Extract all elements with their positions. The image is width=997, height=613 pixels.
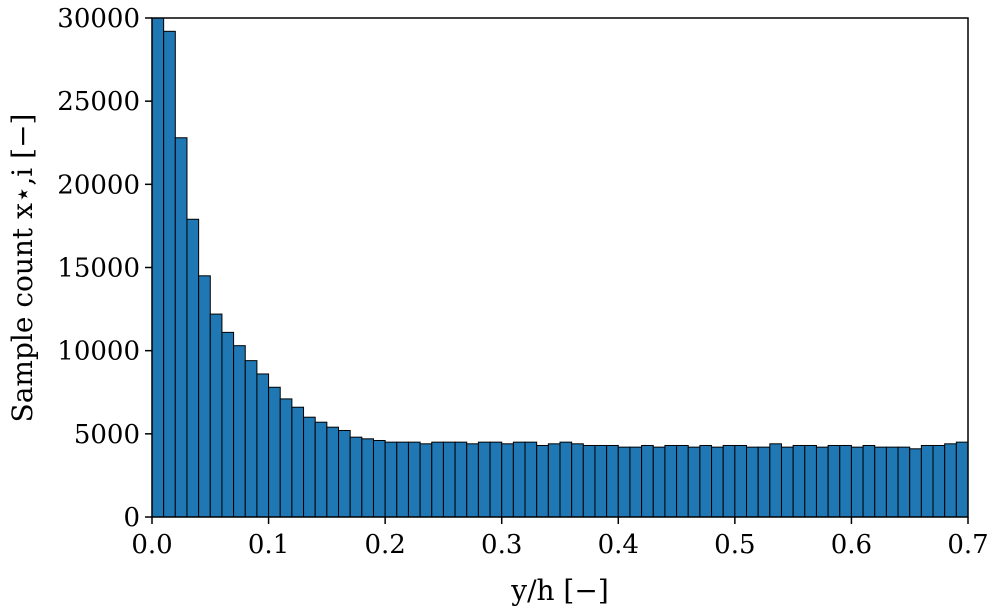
histogram-bar <box>699 444 713 518</box>
histogram-bar <box>734 444 748 518</box>
histogram-bar <box>349 436 363 518</box>
histogram-bar <box>559 441 573 518</box>
histogram-bar <box>396 441 409 518</box>
x-tick-label: 0.6 <box>831 530 872 560</box>
histogram-bar <box>221 331 235 518</box>
histogram-bar <box>338 430 351 518</box>
histogram-bar <box>466 443 479 518</box>
histogram-bar <box>839 444 852 518</box>
histogram-bar <box>815 446 829 518</box>
histogram-bar <box>944 443 957 518</box>
x-tick-label: 0.2 <box>364 530 405 560</box>
histogram-bar <box>594 444 608 518</box>
histogram-bar <box>431 441 444 518</box>
histogram-bar <box>407 441 421 518</box>
histogram-bar <box>489 441 503 518</box>
histogram-bar <box>384 441 398 518</box>
y-tick-label: 5000 <box>74 420 140 450</box>
histogram-bar <box>827 444 841 518</box>
histogram-bar <box>711 446 724 518</box>
histogram-bar <box>268 386 281 518</box>
histogram-bar <box>664 444 678 518</box>
histogram-bar <box>746 446 759 518</box>
histogram-bar <box>862 444 876 518</box>
histogram-bar <box>920 444 934 518</box>
y-axis-label: Sample count x⋆,i [−] <box>6 114 39 423</box>
histogram-bar <box>454 441 468 518</box>
histogram-bar <box>792 444 806 518</box>
y-tick-label: 30000 <box>57 4 140 34</box>
histogram-bar <box>780 446 794 518</box>
histogram-bar <box>652 446 666 518</box>
x-axis-label: y/h [−] <box>510 574 609 607</box>
histogram-bar <box>314 421 328 518</box>
histogram-bar <box>629 446 643 518</box>
histogram-bar <box>676 444 689 518</box>
x-axis: 0.0 0.1 0.2 0.3 0.4 0.5 0.6 0.7 <box>131 517 989 560</box>
histogram-bar <box>536 444 549 518</box>
histogram-bar <box>687 446 701 518</box>
histogram-bar <box>163 30 176 518</box>
histogram-bar <box>722 444 736 518</box>
histogram-bar <box>641 444 654 518</box>
histogram-bar <box>291 406 305 518</box>
histogram-bar <box>524 441 538 518</box>
histogram-bar <box>617 446 631 518</box>
bars-group <box>151 17 969 518</box>
histogram-bar <box>769 443 782 518</box>
histogram-bar <box>477 441 491 518</box>
histogram-bar <box>198 275 211 518</box>
x-tick-label: 0.3 <box>481 530 522 560</box>
histogram-bar <box>804 444 817 518</box>
histogram-bar <box>303 416 316 518</box>
histogram-bar <box>850 446 864 518</box>
histogram-bar <box>571 443 584 518</box>
histogram-bar <box>279 398 293 518</box>
histogram-bar <box>326 426 340 518</box>
histogram-bar <box>582 444 596 518</box>
histogram-bar <box>874 446 887 518</box>
histogram-bar <box>547 443 561 518</box>
y-axis: 0 5000 10000 15000 20000 25000 30000 <box>57 4 152 533</box>
y-tick-label: 25000 <box>57 87 140 117</box>
histogram-bar <box>151 17 165 518</box>
histogram-bar <box>932 444 946 518</box>
histogram-bar <box>909 448 922 518</box>
histogram-bar <box>244 360 258 518</box>
histogram-bar <box>372 439 386 518</box>
y-tick-label: 20000 <box>57 170 140 200</box>
histogram-bar <box>442 441 456 518</box>
histogram-bar <box>955 441 969 518</box>
histogram-bar <box>361 438 374 518</box>
histogram-bar <box>174 137 188 518</box>
histogram-bar <box>512 441 526 518</box>
x-tick-label: 0.0 <box>131 530 172 560</box>
y-tick-label: 10000 <box>57 337 140 367</box>
x-tick-label: 0.1 <box>248 530 289 560</box>
histogram-bar <box>757 446 771 518</box>
histogram-bar <box>419 443 433 518</box>
x-tick-label: 0.7 <box>947 530 988 560</box>
x-tick-label: 0.4 <box>598 530 639 560</box>
histogram-bar <box>501 443 514 518</box>
histogram-bar <box>885 446 899 518</box>
x-tick-label: 0.5 <box>714 530 755 560</box>
histogram-bar <box>606 444 619 518</box>
histogram-bar <box>256 373 270 518</box>
y-tick-label: 0 <box>123 503 140 533</box>
histogram-bar <box>233 345 246 518</box>
y-tick-label: 15000 <box>57 254 140 284</box>
histogram-bar <box>209 313 223 518</box>
histogram-bar <box>897 446 911 518</box>
histogram-bar <box>186 218 200 518</box>
